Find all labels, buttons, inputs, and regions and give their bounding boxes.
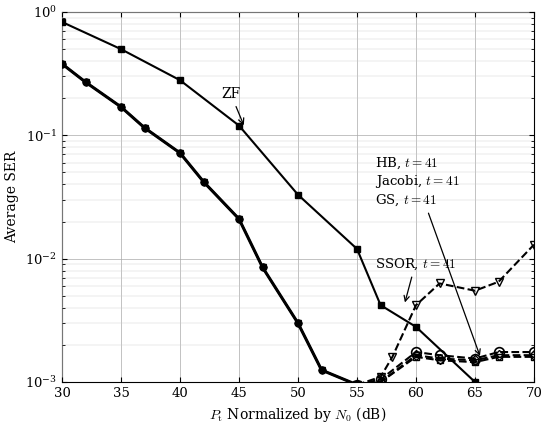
Text: HB, $t=41$
Jacobi, $t=41$
GS, $t=41$: HB, $t=41$ Jacobi, $t=41$ GS, $t=41$	[375, 155, 480, 355]
Text: LMMSE
Regu., $t=38$
Regu. (List), $t=34$: LMMSE Regu., $t=38$ Regu. (List), $t=34$	[0, 429, 1, 430]
Text: SSOR, $t=41$: SSOR, $t=41$	[375, 256, 456, 301]
X-axis label: $P_{\mathrm{t}}$ Normalized by $N_0$ (dB): $P_{\mathrm{t}}$ Normalized by $N_0$ (dB…	[209, 405, 387, 424]
Y-axis label: Average SER: Average SER	[5, 151, 20, 243]
Text: ZF: ZF	[221, 87, 244, 124]
